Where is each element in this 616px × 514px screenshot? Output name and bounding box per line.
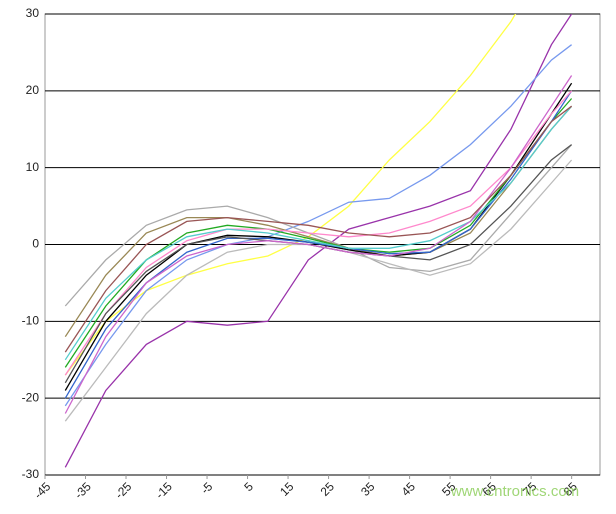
x-tick-label: -15 bbox=[153, 479, 175, 501]
x-tick-label: -5 bbox=[198, 479, 216, 497]
y-tick-label: -30 bbox=[22, 467, 40, 481]
y-tick-label: 20 bbox=[26, 83, 40, 97]
series-line bbox=[64, 44, 572, 407]
series-line bbox=[64, 90, 573, 376]
y-tick-label: 10 bbox=[26, 160, 40, 174]
y-tick-label: -20 bbox=[22, 390, 40, 404]
x-tick-label: 35 bbox=[358, 479, 378, 499]
series-line bbox=[64, 144, 573, 307]
series-line bbox=[64, 75, 573, 414]
x-tick-label: 25 bbox=[318, 479, 338, 499]
y-tick-label: 0 bbox=[32, 237, 39, 251]
x-tick-label: 45 bbox=[399, 479, 419, 499]
grid bbox=[44, 13, 600, 479]
series-line bbox=[64, 105, 573, 361]
watermark: www.cntronics.com bbox=[450, 483, 579, 500]
series-line bbox=[64, 105, 573, 338]
y-tick-label: -10 bbox=[22, 314, 40, 328]
y-tick-label: 30 bbox=[26, 6, 40, 20]
series-line bbox=[64, 14, 517, 376]
x-tick-label: 5 bbox=[241, 479, 256, 494]
series-line bbox=[64, 105, 572, 353]
x-tick-label: -25 bbox=[112, 479, 134, 501]
x-tick-label: -45 bbox=[31, 479, 53, 501]
lines bbox=[64, 14, 573, 468]
x-tick-label: -35 bbox=[72, 479, 94, 501]
x-tick-label: 15 bbox=[277, 479, 297, 499]
